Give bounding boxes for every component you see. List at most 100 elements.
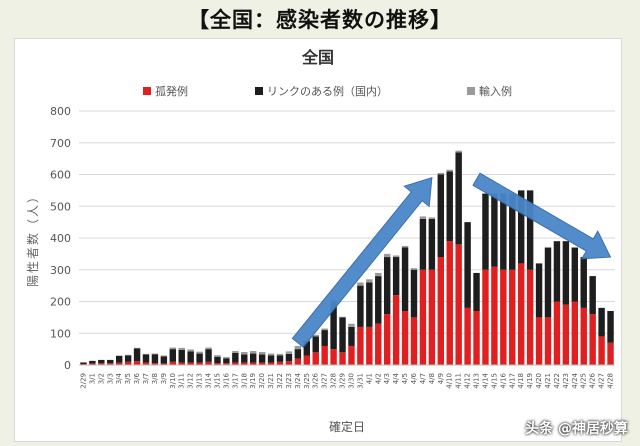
bar-2-4-24 [571,247,579,302]
bar-2-4-25 [580,257,587,308]
x-tick-label: 3/15 [213,373,221,389]
x-axis-title: 確定日 [329,419,365,434]
bar-1-3-30 [348,345,355,365]
bar-1-3-13 [196,362,203,365]
bar-2-4-3 [383,257,391,315]
bar-1-4-11 [455,244,462,365]
bar-2-3-3 [107,359,114,364]
x-tick-label: 3/14 [205,372,213,388]
x-tick-label: 4/24 [571,372,579,388]
bar-1-3-15 [214,363,221,365]
bar-2-3-14 [205,349,212,362]
bar-3-3-26 [312,334,319,337]
bar-2-4-16 [500,193,507,270]
bar-3-3-13 [196,351,203,354]
bar-1-3-25 [303,355,311,365]
bar-1-4-8 [428,269,436,365]
bar-1-4-2 [375,323,382,365]
x-tick-label: 2/29 [79,373,87,389]
x-tick-label: 3/30 [347,373,355,389]
x-tick-label: 4/22 [553,373,561,389]
x-tick-label: 3/13 [196,373,204,389]
bar-2-4-7 [419,218,427,270]
x-tick-label: 3/25 [303,373,311,389]
bar-2-3-19 [249,353,257,363]
bar-3-3-17 [232,351,239,353]
bar-2-4-27 [598,307,605,337]
x-tick-label: 4/8 [428,373,436,384]
y-tick-label: 600 [50,169,71,182]
bar-1-4-27 [598,336,605,365]
bar-2-3-17 [232,352,239,363]
bar-2-3-7 [142,354,150,363]
bar-2-3-4 [115,355,123,363]
x-tick-label: 4/14 [481,372,489,388]
bar-2-4-11 [455,152,462,245]
bar-1-3-21 [267,362,275,365]
bar-2-3-8 [151,354,159,364]
bar-2-4-10 [446,171,453,242]
x-tick-label: 3/9 [160,373,168,384]
bar-2-4-8 [428,218,436,270]
bar-1-3-8 [151,363,159,365]
bar-3-3-15 [214,355,221,357]
bar-3-4-5 [401,245,409,248]
bar-3-3-18 [241,351,248,355]
x-tick-label: 4/3 [383,373,391,384]
x-tick-label: 4/15 [490,373,498,389]
x-tick-label: 3/17 [231,373,239,389]
bar-2-4-28 [607,311,614,343]
legend-label-3: 輸入例 [479,84,512,98]
bar-1-3-9 [160,363,168,365]
bar-1-3-28 [330,349,337,366]
bar-3-3-24 [294,345,302,350]
chart-title: 全国 [301,48,334,67]
bar-1-4-24 [571,301,579,365]
bar-2-3-21 [267,355,275,363]
x-tick-label: 3/2 [97,373,105,384]
bar-1-3-14 [205,361,212,365]
bar-2-3-2 [98,359,105,364]
x-tick-label: 4/19 [526,373,534,389]
bar-2-4-21 [544,247,552,318]
x-tick-label: 3/18 [240,373,248,389]
bar-2-3-28 [330,301,337,350]
bar-2-4-18 [517,190,525,264]
bar-1-3-17 [232,362,239,365]
bar-2-3-20 [258,354,266,363]
bar-1-4-9 [437,257,445,365]
x-tick-label: 3/19 [249,373,257,389]
bar-2-3-29 [339,317,346,353]
bar-3-3-27 [321,328,328,331]
bar-2-4-4 [392,257,400,296]
x-tick-label: 3/5 [124,373,132,384]
bar-2-3-31 [357,285,364,327]
legend-label-2: リンクのある例（国内） [267,84,388,98]
x-tick-label: 4/25 [580,373,588,389]
y-tick-label: 500 [50,200,71,213]
bar-2-3-13 [196,353,203,363]
bar-3-4-7 [419,216,427,219]
x-tick-label: 3/8 [151,373,159,384]
bar-1-3-20 [258,362,266,365]
bar-1-4-28 [607,342,614,365]
y-tick-label: 300 [50,264,71,277]
bar-3-3-22 [276,353,284,356]
bar-3-3-19 [249,351,257,354]
x-tick-label: 3/10 [169,373,177,389]
bar-3-3-12 [187,349,194,352]
watermark: 头条 @神居秒算 [525,421,628,437]
bar-2-3-10 [169,349,177,362]
bar-1-3-19 [249,362,257,365]
bar-1-4-10 [446,241,453,365]
legend-label-1: 孤発例 [155,84,188,98]
x-tick-label: 4/16 [499,372,507,388]
bar-1-3-10 [169,361,177,365]
bar-1-4-13 [473,311,480,365]
bar-2-4-14 [482,193,489,270]
bar-1-4-4 [392,295,400,365]
bar-2-3-9 [160,356,168,364]
bar-3-3-14 [205,347,212,350]
bar-2-3-25 [303,341,311,356]
